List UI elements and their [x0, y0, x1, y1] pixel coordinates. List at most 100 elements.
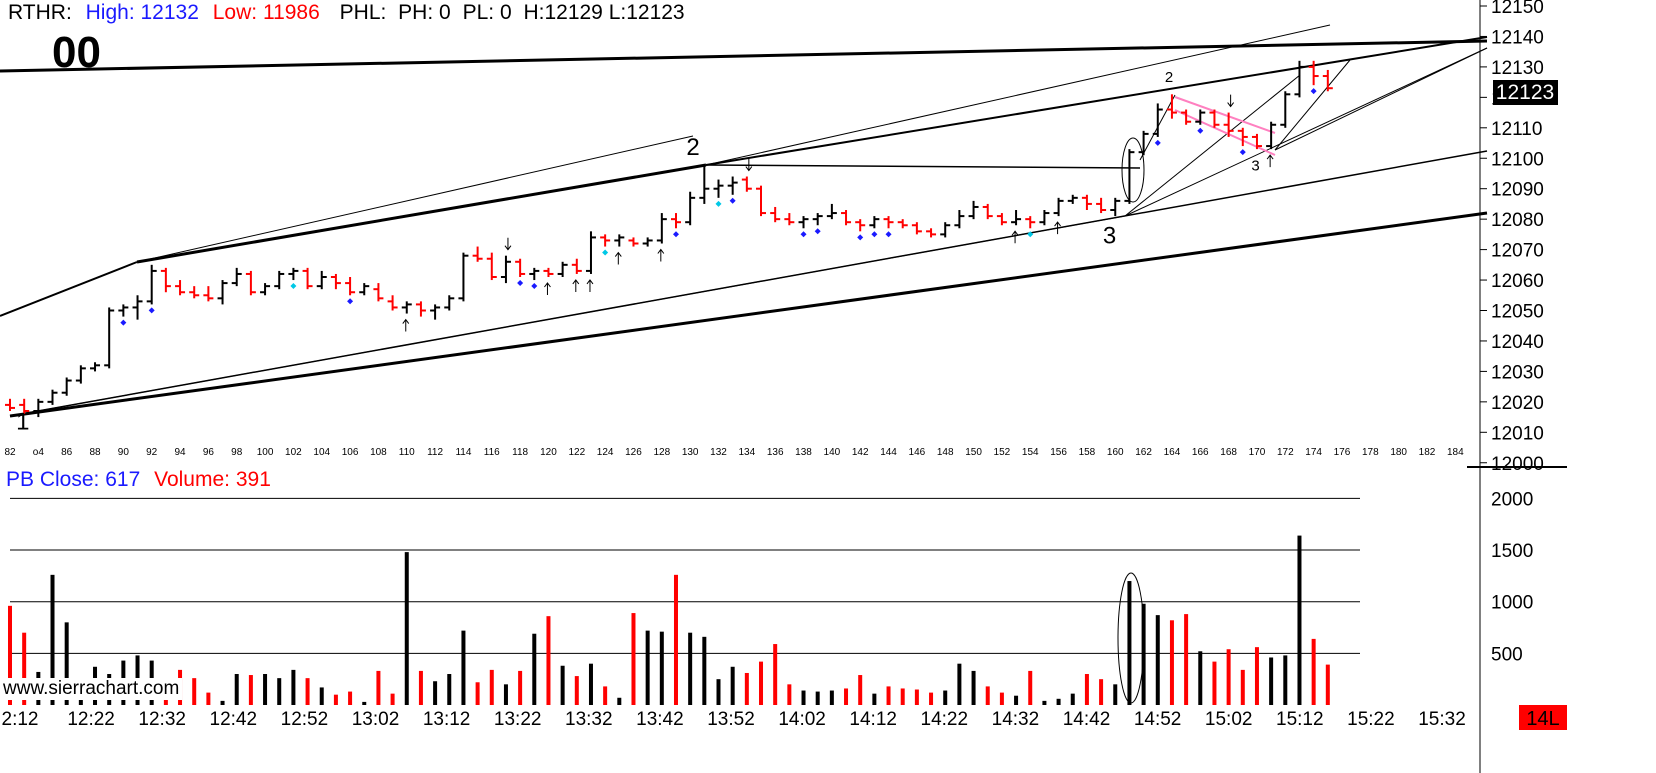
time-label: 12:52 — [281, 709, 329, 730]
volume-bar — [1283, 655, 1288, 705]
dot-marker — [814, 228, 821, 235]
trendline — [705, 164, 1141, 169]
up-arrow — [1266, 154, 1274, 168]
time-label: 15:22 — [1347, 709, 1395, 730]
time-label: 13:22 — [494, 709, 542, 730]
ohlc-bar — [1081, 194, 1092, 211]
bar-index-label: 164 — [1164, 447, 1181, 458]
volume-bar — [376, 670, 381, 705]
time-label: 13:02 — [352, 709, 400, 730]
price-tick-label: 12090 — [1491, 180, 1544, 201]
volume-bar — [305, 678, 310, 705]
ohlc-bar — [444, 295, 455, 311]
bar-index-label: 138 — [795, 447, 812, 458]
low-label: Low: — [212, 1, 258, 24]
high-value: 12132 — [140, 1, 199, 24]
ohlc-bar — [1096, 197, 1107, 214]
time-label: 13:12 — [423, 709, 471, 730]
volume-bar — [617, 697, 622, 705]
volume-bar — [773, 644, 778, 705]
price-tick-label: 12150 — [1491, 0, 1544, 18]
ohlc-bar — [217, 280, 228, 305]
price-tick-label: 12080 — [1491, 210, 1544, 231]
volume-bar — [348, 691, 353, 705]
bar-index-label: 122 — [568, 447, 585, 458]
bar-index-label: 182 — [1419, 447, 1436, 458]
time-label: 12:32 — [138, 709, 186, 730]
bar-index-label: 152 — [994, 447, 1011, 458]
up-arrow — [614, 251, 622, 265]
bar-index-label: 136 — [767, 447, 784, 458]
corner-badge-text: 14L — [1526, 708, 1559, 730]
dot-marker — [672, 231, 679, 238]
bar-index-label: 170 — [1249, 447, 1266, 458]
bar-index-label: 118 — [512, 447, 528, 458]
ohlc-bar — [373, 283, 384, 302]
ohlc-bar — [600, 234, 611, 247]
volume-bar — [631, 613, 636, 705]
ohlc-bar — [911, 222, 922, 235]
volume-bar — [532, 633, 537, 705]
volume-bar — [787, 684, 792, 705]
ohlc-bar — [1124, 149, 1135, 204]
pl-label: PL: — [462, 1, 495, 24]
bar-index-label: 162 — [1135, 447, 1152, 458]
ohlc-bar — [1237, 127, 1248, 147]
volume-bar — [291, 669, 296, 705]
volume-bar — [659, 631, 664, 705]
ohlc-bar — [118, 304, 129, 317]
price-bars — [5, 60, 1333, 418]
bar-index-label: o4 — [33, 447, 45, 458]
ohlc-bar — [812, 213, 823, 226]
ohlc-bar — [359, 283, 370, 296]
trendline — [9, 211, 1488, 418]
dot-marker — [871, 231, 878, 238]
volume-bar — [192, 678, 197, 705]
ohlc-bar — [982, 203, 993, 220]
ohlc-bar — [798, 216, 809, 229]
bar-index-label: 154 — [1022, 447, 1039, 458]
price-tick-label: 12130 — [1491, 58, 1544, 79]
volume-bar — [886, 686, 891, 705]
bar-index-label: 174 — [1305, 447, 1322, 458]
volume-axis: 2000 1500 1000 500 — [10, 489, 1533, 665]
dot-marker — [347, 298, 354, 305]
volume-bar — [985, 686, 990, 705]
dot-marker — [120, 319, 127, 326]
ohlc-bar — [302, 267, 313, 290]
price-tick-label: 12040 — [1491, 332, 1544, 353]
volume-bar — [362, 701, 367, 705]
volume-bar — [844, 688, 849, 705]
volume-bar — [1311, 638, 1316, 705]
ohlc-bar — [274, 270, 285, 290]
volume-bars — [8, 535, 1330, 705]
time-label: 15:32 — [1418, 709, 1466, 730]
ohlc-bar — [940, 222, 951, 238]
highlight-ellipse — [1121, 137, 1145, 203]
bar-index-label: 112 — [427, 447, 443, 458]
bar-index-label: 132 — [710, 447, 727, 458]
ohlc-bar — [345, 277, 356, 296]
bar-index-label: 108 — [370, 447, 387, 458]
volume-bar — [971, 670, 976, 705]
bar-index-label: 88 — [89, 447, 101, 458]
ohlc-bar — [571, 258, 582, 274]
time-label: 14:32 — [992, 709, 1040, 730]
ohlc-bar — [189, 286, 200, 299]
ohlc-bar — [132, 295, 143, 320]
ohlc-bar — [756, 185, 767, 217]
price-tick-label: 12000 — [1491, 454, 1544, 475]
bar-index-label: 92 — [146, 447, 158, 458]
ohlc-bar — [642, 237, 653, 247]
down-arrow — [504, 237, 512, 251]
ohlc-bar — [770, 206, 781, 223]
volume-bar — [1155, 615, 1160, 705]
bar-index-label: 102 — [285, 447, 302, 458]
ohlc-bar — [1266, 121, 1277, 150]
up-arrow — [544, 282, 551, 296]
ohlc-bar — [401, 301, 412, 314]
bar-index-label: 98 — [231, 447, 243, 458]
channel-line — [1174, 96, 1276, 134]
volume-bar — [1141, 603, 1146, 705]
